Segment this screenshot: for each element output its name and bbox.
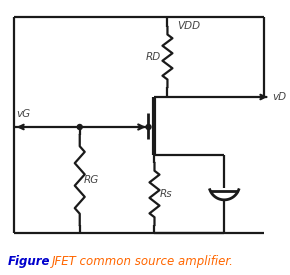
Text: JFET common source amplifier.: JFET common source amplifier.	[52, 254, 234, 268]
Text: RD: RD	[146, 52, 161, 62]
Text: VDD: VDD	[177, 21, 201, 31]
Text: Rs: Rs	[160, 189, 172, 199]
Text: vG: vG	[16, 109, 30, 119]
Circle shape	[77, 125, 82, 130]
Text: RG: RG	[84, 175, 99, 185]
Text: vD: vD	[272, 92, 286, 102]
Circle shape	[146, 125, 151, 130]
Text: Figure: Figure	[8, 254, 50, 268]
